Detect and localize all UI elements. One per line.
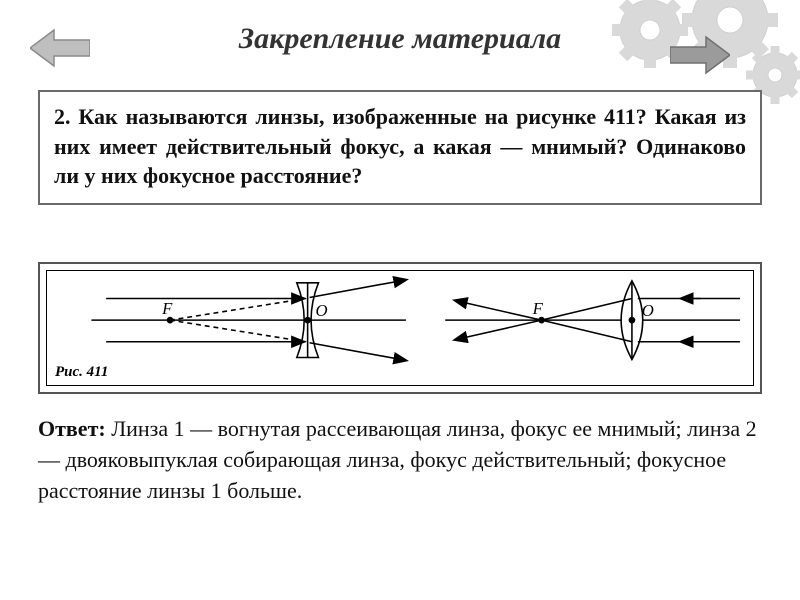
answer-text: Линза 1 — вогнутая рассеивающая линза, ф… [38,416,757,503]
answer-label: Ответ: [38,416,106,441]
lens2-center-label: O [642,301,654,320]
page-title: Закрепление материала [0,22,800,56]
lens1-center-label: O [315,301,327,320]
question-text: 2. Как называются линзы, изображенные на… [54,102,746,191]
figure-box: F O [38,262,762,394]
figure-label: Рис. 411 [55,364,108,381]
question-box: 2. Как называются линзы, изображенные на… [38,90,762,205]
lens-diagram: F O [47,271,753,385]
answer-block: Ответ: Линза 1 — вогнутая рассеивающая л… [38,414,762,506]
lens2-focus-label: F [532,299,544,318]
lens1-focus-label: F [161,299,173,318]
